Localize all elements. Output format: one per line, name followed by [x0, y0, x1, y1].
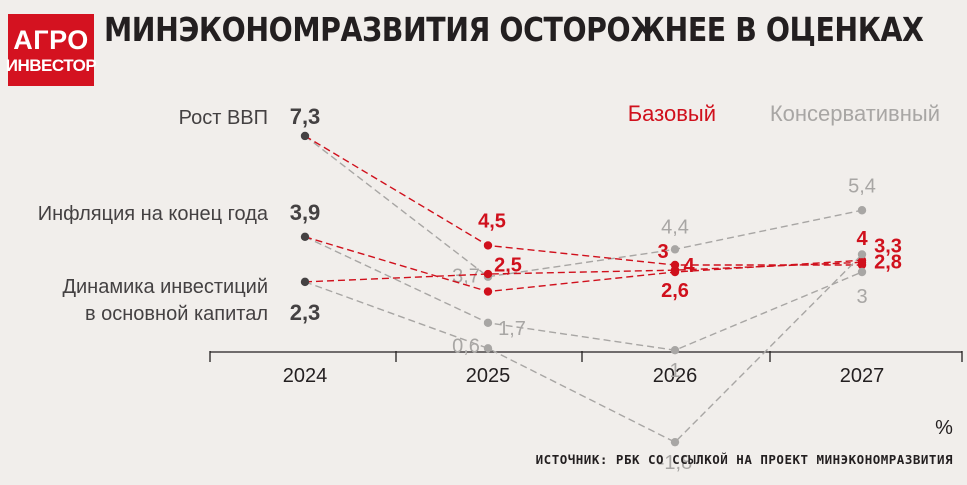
- legend-base: Базовый: [628, 101, 716, 126]
- logo-line-2: ИНВЕСТОР: [5, 55, 97, 75]
- base-point-investment: [857, 258, 867, 267]
- conservative-value-label-investment: 0,6: [452, 335, 480, 357]
- actual-label-gdp: 7,3: [290, 104, 321, 129]
- source-note: ИСТОЧНИК: РБК СО ССЫЛКОЙ НА ПРОЕКТ МИНЭК…: [535, 452, 953, 467]
- x-tick-label: 2024: [283, 365, 328, 387]
- conservative-point-investment: [857, 250, 867, 259]
- x-tick-label: 2027: [840, 365, 885, 387]
- actual-point-investment: [300, 277, 310, 287]
- conservative-line-inflation: [304, 236, 863, 351]
- page-title: МИНЭКОНОМРАЗВИТИЯ ОСТОРОЖНЕЕ В ОЦЕНКАХ: [104, 10, 924, 49]
- base-value-label-investment: 2,6: [661, 280, 689, 302]
- base-value-label-investment: 2,8: [874, 251, 902, 273]
- base-value-label-inflation: 3: [657, 241, 668, 263]
- conservative-line-investment: [304, 254, 863, 444]
- row-label-gdp: Рост ВВП: [179, 107, 268, 129]
- base-line-inflation: [304, 236, 863, 293]
- row-label-investment: Динамика инвестиций: [62, 276, 268, 298]
- conservative-value-label-investment: -1,8: [658, 452, 692, 474]
- actual-label-investment: 2,3: [290, 300, 321, 325]
- logo-line-1: АГРО: [13, 24, 89, 55]
- conservative-value-label-inflation: 1: [669, 360, 680, 382]
- base-point-investment: [483, 269, 493, 279]
- base-point-investment: [670, 265, 680, 275]
- base-point-inflation: [483, 287, 493, 296]
- row-label-inflation: Инфляция на конец года: [38, 203, 269, 225]
- conservative-point-inflation: [483, 318, 493, 328]
- x-tick-label: 2026: [653, 365, 698, 387]
- actual-point-gdp: [300, 131, 310, 141]
- conservative-point-investment: [670, 437, 680, 447]
- base-value-label-gdp: 4: [683, 255, 695, 277]
- actual-label-inflation: 3,9: [290, 200, 321, 225]
- unit-label: %: [935, 417, 953, 439]
- x-tick-label: 2025: [466, 365, 511, 387]
- legend-conservative: Консервативный: [770, 101, 940, 126]
- base-value-label-inflation: 2,5: [494, 255, 522, 277]
- brand-logo: АГРО ИНВЕСТОР: [5, 14, 97, 86]
- conservative-value-label-gdp: 4,4: [661, 216, 689, 238]
- conservative-point-gdp: [857, 206, 867, 215]
- conservative-value-label-gdp: 5,4: [848, 175, 876, 197]
- conservative-line-gdp: [304, 135, 863, 278]
- base-value-label-inflation: 3,3: [874, 235, 902, 257]
- conservative-value-label-inflation: 1,7: [498, 318, 526, 340]
- conservative-point-investment: [483, 344, 493, 353]
- base-line-investment: [304, 261, 863, 283]
- base-value-label-gdp: 4,5: [478, 210, 506, 232]
- conservative-point-inflation: [857, 267, 867, 277]
- conservative-point-gdp: [670, 245, 680, 254]
- base-point-gdp: [483, 241, 493, 250]
- actual-point-inflation: [300, 232, 310, 242]
- row-label-investment: в основной капитал: [85, 303, 268, 325]
- base-value-label-gdp: 4: [856, 228, 868, 250]
- conservative-point-inflation: [670, 346, 680, 355]
- conservative-value-label-inflation: 3: [856, 286, 867, 308]
